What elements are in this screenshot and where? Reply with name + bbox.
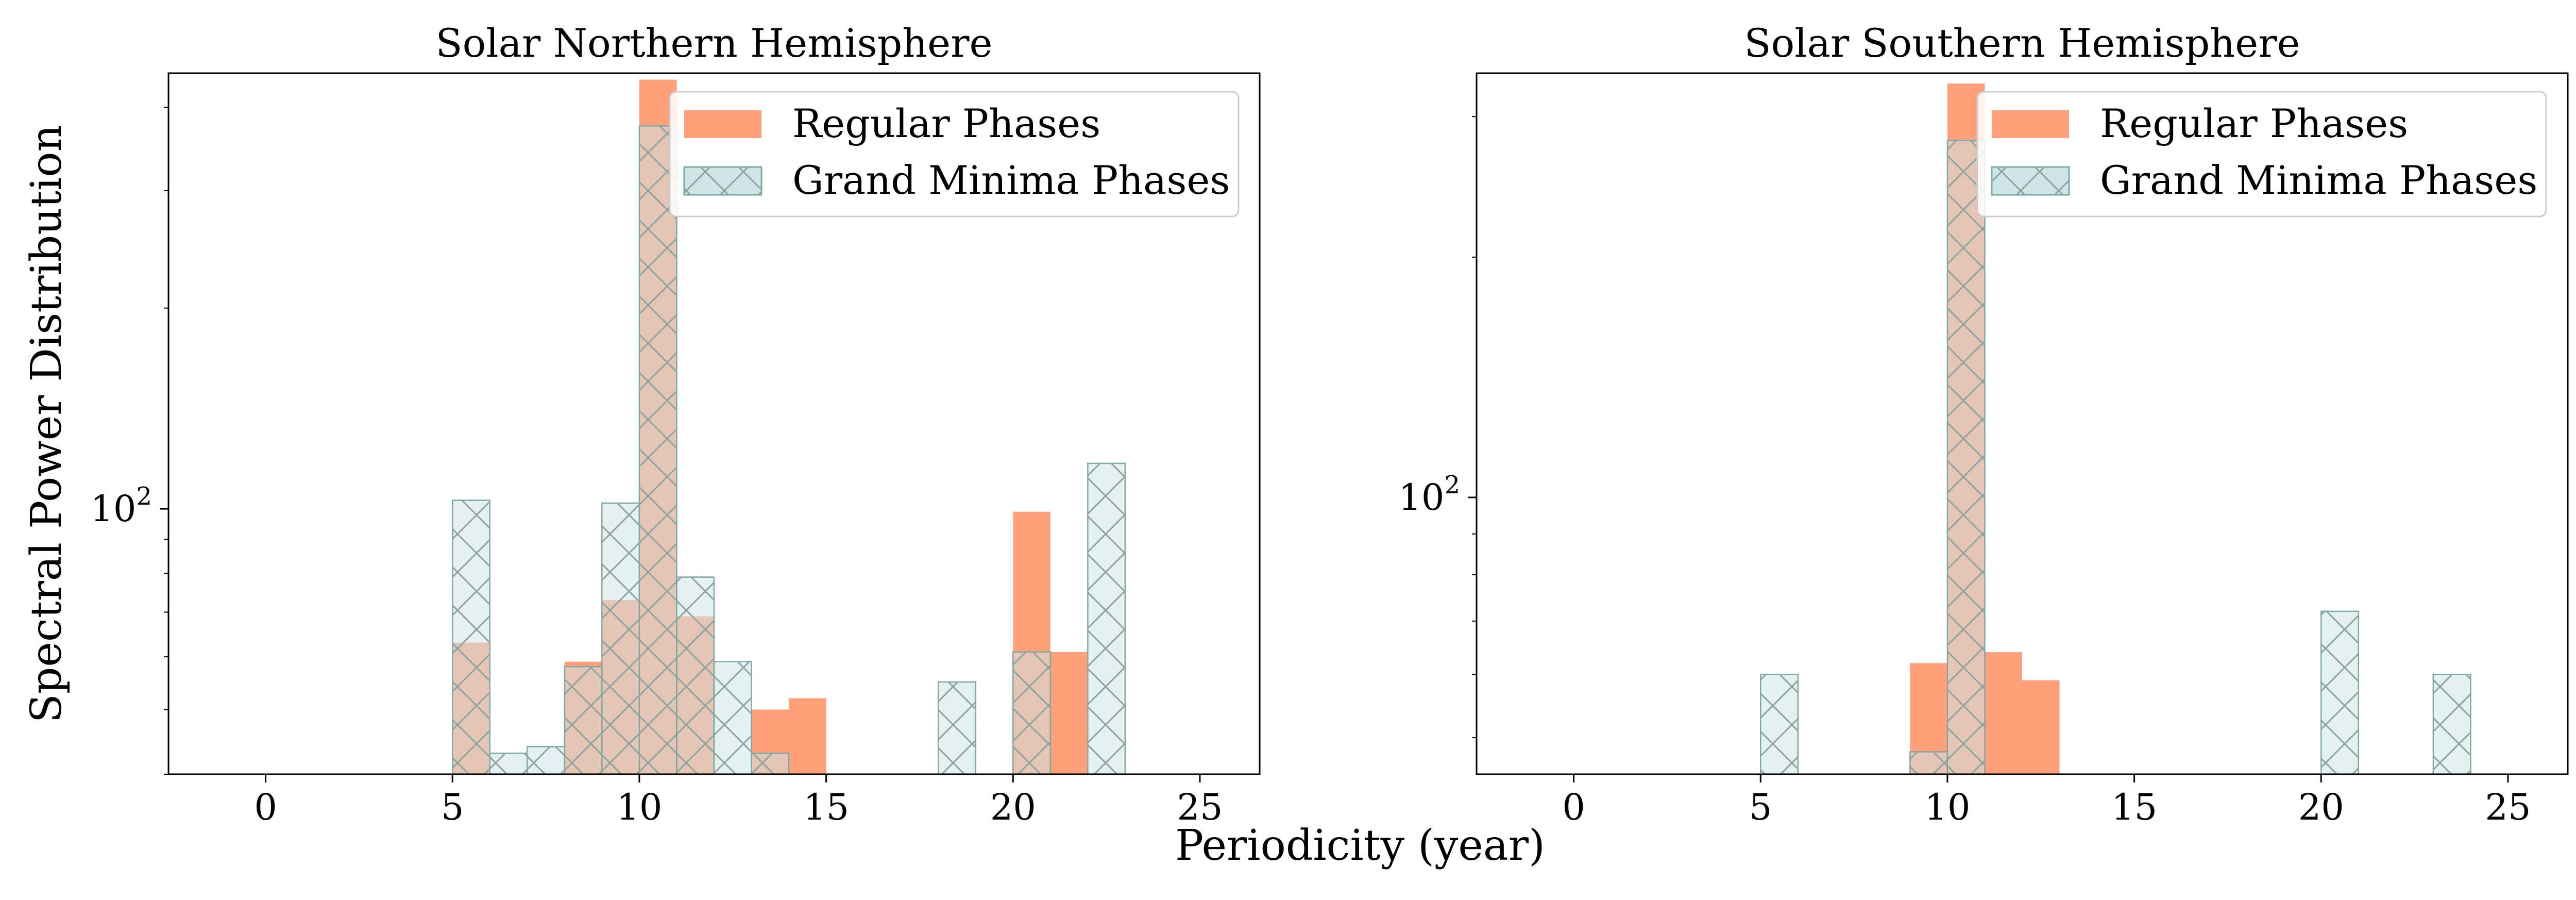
bar-grand-minima-hatch [1013,652,1050,774]
bar-regular [1985,652,2022,774]
x-tick-label: 10 [616,786,662,828]
bar-grand-minima-hatch [602,503,639,774]
bar-grand-minima-hatch [564,666,602,774]
x-tick-label: 15 [2111,786,2157,828]
y-tick-label: 102 [90,482,152,530]
x-axis-label: Periodicity (year) [1175,821,1545,870]
ticks-group: 0 5 10 15 20 25 [1468,116,2531,828]
legend-swatch-regular [1992,110,2069,138]
bar-grand-minima-hatch [2433,674,2471,774]
bars-group [1760,84,2471,775]
legend-box [1976,91,2547,218]
bar-grand-minima-hatch [714,661,752,774]
bar-grand-minima-hatch [527,746,565,774]
x-tick-label: 25 [2485,786,2531,828]
x-tick-label: 15 [803,786,849,828]
x-tick-label: 25 [1177,786,1223,828]
y-axis-label: Spectral Power Distribution [22,125,71,723]
plot-frame [1476,72,2569,775]
legend-box [669,91,1240,218]
ticks-group: 0 5 10 15 20 25 [160,107,1223,828]
bar-grand-minima-hatch [1760,674,1798,774]
bar-grand-minima-hatch [751,753,789,774]
x-tick-label: 20 [2298,786,2344,828]
panel-title: Solar Southern Hemisphere [1744,20,2300,66]
bar-grand-minima-hatch [938,682,976,774]
svg-text:102: 102 [90,482,152,530]
bar-grand-minima-hatch [489,753,528,774]
x-tick-label: 20 [990,786,1036,828]
bar-grand-minima-hatch [1088,463,1125,774]
plot-frame [167,72,1261,775]
bar-regular [1050,652,1088,774]
bar-grand-minima-hatch [1910,752,1947,774]
x-tick-label: 5 [441,786,464,828]
bar-regular [789,698,826,774]
panel-southern-hemisphere: Solar Southern Hemisphere 0 5 10 15 20 25 102… [1398,20,2569,828]
bar-grand-minima-hatch [1947,140,1985,775]
legend-swatch-hatch [1992,167,2069,195]
legend-label-grand-minima: Grand Minima Phases [2100,157,2537,203]
y-tick-base: 10 [90,488,136,530]
x-tick-label: 0 [254,786,277,828]
bar-grand-minima-hatch [639,126,677,774]
legend-label-regular: Regular Phases [792,101,1100,146]
bar-grand-minima-hatch [2321,611,2359,774]
legend-label-regular: Regular Phases [2100,101,2408,146]
legend-swatch-regular [684,110,761,138]
legend: Regular Phases Grand Minima Phases [1976,91,2547,218]
bar-grand-minima-hatch [676,577,714,774]
bar-grand-minima-hatch [452,500,490,774]
legend-label-grand-minima: Grand Minima Phases [792,157,1230,203]
x-tick-label: 0 [1562,786,1585,828]
y-tick-label: 102 [1398,471,1460,519]
bar-regular [2022,680,2060,774]
y-tick-exponent: 2 [136,482,152,511]
panel-title: Solar Northern Hemisphere [436,20,993,66]
x-tick-label: 5 [1749,786,1772,828]
legend-swatch-hatch [684,167,761,195]
y-tick-exponent: 2 [1444,471,1460,499]
legend: Regular Phases Grand Minima Phases [669,91,1240,218]
y-tick-base: 10 [1398,476,1444,519]
x-tick-label: 10 [1924,786,1970,828]
panel-northern-hemisphere: Solar Northern Hemisphere 0 5 10 15 20 25 102… [90,20,1261,828]
svg-text:102: 102 [1398,471,1460,519]
